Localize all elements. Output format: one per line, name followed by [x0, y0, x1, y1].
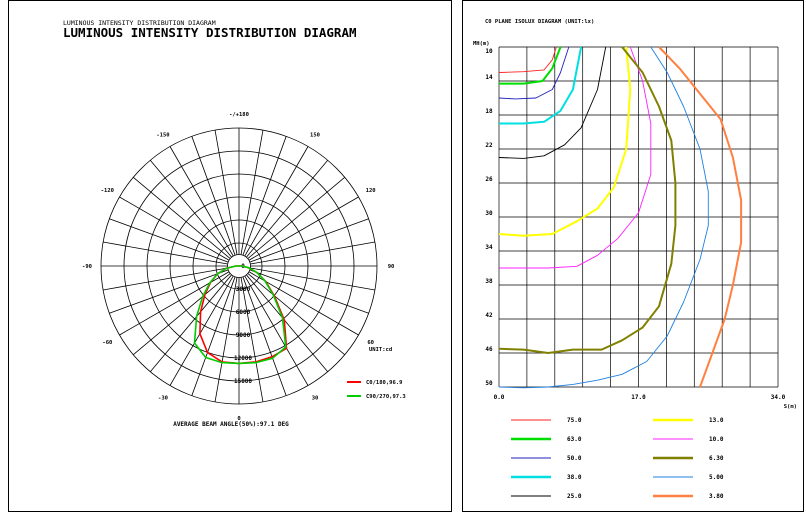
- isolux-legend-label: 25.0: [567, 493, 582, 500]
- polar-angle-label: 60: [367, 340, 374, 346]
- isolux-y-tick: 18: [485, 108, 493, 115]
- polar-spoke: [248, 196, 359, 261]
- polar-radial-tick: 9000: [236, 332, 251, 339]
- polar-spoke: [242, 276, 287, 396]
- isolux-legend-label: 3.80: [709, 493, 724, 500]
- polar-angle-label: -90: [82, 264, 92, 270]
- polar-radial-tick: 12000: [234, 355, 252, 362]
- isolux-contour: [499, 46, 652, 269]
- polar-spoke: [109, 218, 229, 263]
- isolux-contour: [498, 46, 677, 354]
- polar-spoke: [242, 136, 287, 256]
- isolux-legend-label: 5.00: [709, 474, 724, 481]
- polar-radial-tick: 6000: [236, 309, 251, 316]
- isolux-contour: [498, 46, 557, 73]
- polar-angle-label: -120: [101, 188, 114, 194]
- polar-spoke: [149, 160, 232, 258]
- polar-legend-label: C90/270,97.3: [366, 394, 406, 400]
- isolux-y-tick: 50: [485, 380, 493, 387]
- polar-radial-tick: 3000: [236, 286, 251, 293]
- isolux-chart: C0 PLANE ISOLUX DIAGRAM (UNIT:lx) 10 14 18…: [473, 19, 797, 500]
- isolux-y-tick: 22: [485, 142, 493, 149]
- isolux-x-tick: 17.0: [631, 394, 646, 401]
- polar-spoke: [249, 218, 369, 263]
- isolux-y-tick: 26: [485, 176, 493, 183]
- polar-spoke: [250, 267, 375, 291]
- polar-spoke: [250, 241, 375, 265]
- isolux-panel: C0 PLANE ISOLUX DIAGRAM (UNIT:lx) 10 14 18…: [462, 0, 804, 512]
- isolux-y-tick: 30: [485, 210, 493, 217]
- polar-spoke: [169, 146, 234, 257]
- isolux-xlabel: S(m): [784, 404, 797, 410]
- isolux-legend-label: 10.0: [709, 436, 724, 443]
- polar-angle-label: -/+180: [229, 112, 249, 118]
- polar-spoke: [133, 273, 231, 356]
- isolux-contour: [498, 46, 632, 237]
- isolux-legend-label: 6.30: [709, 455, 724, 462]
- isolux-title: C0 PLANE ISOLUX DIAGRAM (UNIT:lx): [485, 19, 594, 25]
- isolux-legend-label: 38.0: [567, 474, 582, 481]
- polar-legend-label: C0/180,96.9: [366, 380, 402, 386]
- polar-title: LUMINOUS INTENSITY DISTRIBUTION DIAGRAM: [63, 25, 357, 40]
- isolux-contour: [499, 46, 583, 125]
- polar-spoke: [240, 277, 264, 402]
- isolux-contour: [498, 46, 570, 100]
- isolux-legend-label: 75.0: [567, 417, 582, 424]
- isolux-y-tick: 34: [485, 244, 493, 251]
- polar-angle-label: 150: [310, 132, 320, 138]
- isolux-x-tick: 34.0: [771, 394, 786, 401]
- polar-chart: LUMINOUS INTENSITY DISTRIBUTION DIAGRAM …: [63, 19, 406, 428]
- polar-spoke: [247, 176, 345, 259]
- isolux-y-tick: 46: [485, 346, 493, 353]
- polar-spoke: [191, 136, 236, 256]
- polar-spoke: [249, 269, 369, 314]
- isolux-legend-label: 63.0: [567, 436, 582, 443]
- polar-spoke: [214, 130, 238, 255]
- isolux-contour: [499, 46, 562, 85]
- polar-spoke: [244, 146, 309, 257]
- polar-grid: [100, 127, 378, 405]
- polar-spoke: [191, 276, 236, 396]
- polar-spoke: [248, 271, 359, 336]
- polar-spoke: [244, 275, 309, 386]
- polar-spoke: [240, 130, 264, 255]
- polar-spoke: [103, 267, 228, 291]
- isolux-y-tick: 38: [485, 278, 493, 285]
- isolux-contour: [498, 46, 607, 159]
- polar-panel: LUMINOUS INTENSITY DISTRIBUTION DIAGRAM …: [8, 0, 452, 512]
- isolux-x-tick: 0.0: [494, 394, 505, 401]
- polar-unit-label: UNIT:cd: [369, 347, 392, 353]
- polar-spoke: [247, 273, 345, 356]
- polar-spoke: [119, 196, 230, 261]
- isolux-y-tick: 14: [485, 74, 493, 81]
- polar-spoke: [214, 277, 238, 402]
- polar-spoke: [149, 274, 232, 372]
- isolux-y-tick: 10: [485, 48, 493, 55]
- polar-spoke: [109, 269, 229, 314]
- isolux-legend-label: 13.0: [709, 417, 724, 424]
- isolux-legend-label: 50.0: [567, 455, 582, 462]
- polar-angle-label: -60: [102, 340, 112, 346]
- polar-angle-label: 90: [388, 264, 395, 270]
- isolux-grid: [498, 46, 779, 388]
- isolux-contour: [498, 46, 709, 389]
- polar-spoke: [246, 274, 329, 372]
- polar-angle-label: 30: [312, 396, 319, 402]
- polar-angle-label: 120: [366, 188, 376, 194]
- polar-spoke: [133, 176, 231, 259]
- isolux-ylabel: MH(m): [473, 41, 490, 47]
- polar-spoke: [103, 241, 228, 265]
- isolux-y-tick: 42: [485, 312, 493, 319]
- polar-angle-label: -150: [156, 132, 169, 138]
- polar-angle-label: 0: [237, 416, 240, 422]
- polar-series-curve: [193, 265, 287, 365]
- polar-spoke: [246, 160, 329, 258]
- beam-angle-text: AVERAGE BEAM ANGLE(50%):97.1 DEG: [173, 421, 289, 428]
- polar-angle-label: -30: [158, 396, 168, 402]
- polar-title-small: LUMINOUS INTENSITY DISTRIBUTION DIAGRAM: [63, 19, 216, 27]
- polar-radial-tick: 15000: [234, 378, 252, 385]
- isolux-contour: [658, 46, 743, 388]
- polar-spoke: [169, 275, 234, 386]
